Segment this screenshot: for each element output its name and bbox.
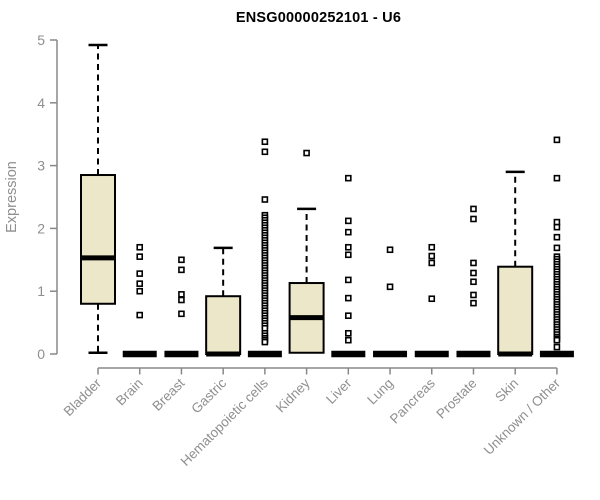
outlier-point xyxy=(553,244,561,252)
box-group-unknown-other xyxy=(539,136,574,358)
outlier-point xyxy=(470,278,477,286)
x-tick-label: Bladder xyxy=(61,375,105,419)
outlier-point xyxy=(345,294,352,302)
box-rect xyxy=(205,295,242,355)
outlier-point xyxy=(261,196,269,203)
outlier-point xyxy=(136,253,144,260)
outlier-point xyxy=(553,136,561,144)
x-tick-label: Prostate xyxy=(433,376,479,422)
outlier-point xyxy=(345,312,352,319)
x-tick-label: Kidney xyxy=(273,375,313,415)
x-tick-label: Brain xyxy=(113,376,146,409)
x-tick-label: Skin xyxy=(492,376,521,405)
outlier-point xyxy=(303,149,310,157)
outlier-point xyxy=(136,243,144,251)
outlier-point xyxy=(386,283,394,291)
x-tick-label: Lung xyxy=(364,376,396,408)
outlier-point xyxy=(553,223,561,231)
outlier-point xyxy=(553,343,561,351)
outlier-point xyxy=(553,336,561,344)
outlier-point xyxy=(428,259,436,267)
box-group-prostate xyxy=(456,205,491,358)
outlier-point xyxy=(178,296,185,304)
y-tick-label: 0 xyxy=(37,346,45,362)
outlier-point xyxy=(261,138,269,146)
box-group-pancreas xyxy=(414,243,449,358)
outlier-point xyxy=(178,291,185,298)
outlier-point xyxy=(136,311,144,319)
y-tick-label: 1 xyxy=(37,283,45,299)
box-rect xyxy=(497,265,534,356)
outlier-point xyxy=(345,228,352,236)
box-group-brain xyxy=(122,243,157,358)
outlier-point xyxy=(261,338,269,346)
box-group-breast xyxy=(164,256,199,358)
box-group-hematopoietic-cells xyxy=(247,138,282,358)
outlier-point xyxy=(178,266,185,274)
box-rect xyxy=(80,174,116,305)
outlier-point xyxy=(428,243,436,251)
x-tick-label: Pancreas xyxy=(387,375,438,426)
outlier-point xyxy=(428,295,436,303)
outlier-point xyxy=(345,243,352,251)
outlier-point xyxy=(553,174,561,182)
box-group-skin xyxy=(497,170,534,357)
x-tick-label: Gastric xyxy=(188,375,229,416)
outlier-point xyxy=(553,233,561,241)
box-group-lung xyxy=(373,246,408,358)
outlier-point xyxy=(345,336,352,344)
box-group-kidney xyxy=(288,149,325,354)
y-axis-title: Expression xyxy=(4,161,20,233)
y-tick-label: 4 xyxy=(37,95,45,111)
outlier-point xyxy=(470,291,477,299)
outlier-point xyxy=(345,174,352,182)
outlier-point xyxy=(261,148,269,156)
outlier-point xyxy=(136,287,144,295)
outlier-point xyxy=(136,280,144,287)
box-group-gastric xyxy=(205,246,242,357)
y-tick-label: 2 xyxy=(37,220,45,236)
outlier-point xyxy=(136,270,144,277)
outlier-point xyxy=(345,329,352,337)
outlier-point xyxy=(345,276,352,284)
outlier-point xyxy=(178,256,185,264)
box-group-liver xyxy=(331,174,366,358)
outlier-point xyxy=(386,246,394,254)
outlier-point xyxy=(470,269,477,277)
x-tick-label: Unknown / Other xyxy=(481,375,564,458)
outlier-point xyxy=(345,251,352,259)
y-axis: 0 1 2 3 4 5 Expression xyxy=(4,32,58,362)
y-tick-label: 3 xyxy=(37,158,45,174)
outlier-point xyxy=(470,205,477,213)
outlier-point xyxy=(428,252,436,260)
y-tick-label: 5 xyxy=(37,32,45,48)
x-tick-label: Breast xyxy=(149,375,187,413)
chart-title: ENSG00000252101 - U6 xyxy=(235,10,402,26)
outlier-point xyxy=(470,259,477,267)
x-tick-label: Liver xyxy=(323,375,355,407)
outlier-point xyxy=(470,215,477,223)
box-group-bladder xyxy=(80,43,116,354)
outlier-point xyxy=(178,310,185,318)
outlier-point xyxy=(345,217,352,225)
outlier-point xyxy=(470,299,477,307)
